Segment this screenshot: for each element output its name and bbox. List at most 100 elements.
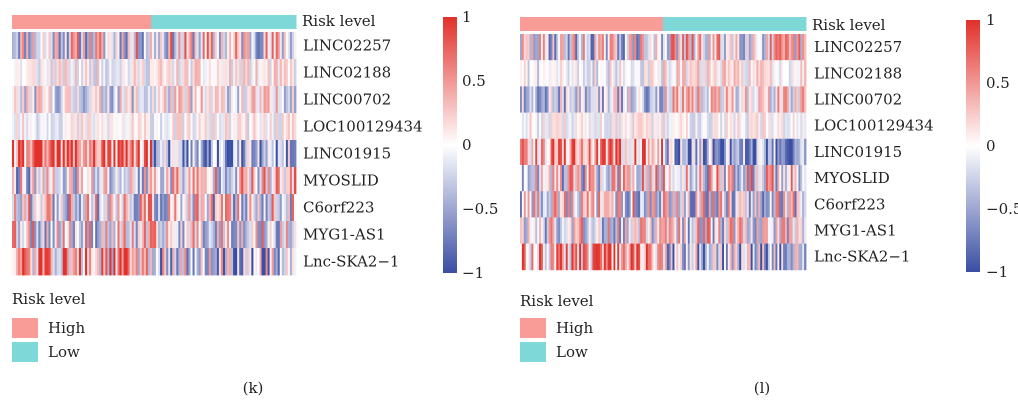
heatmap-cell xyxy=(605,86,609,113)
heatmap-cell xyxy=(657,86,660,113)
heatmap-cell xyxy=(655,86,658,113)
heatmap-cell xyxy=(117,167,120,195)
heatmap-cell xyxy=(166,194,169,222)
heatmap-cell xyxy=(693,165,696,192)
heatmap-cell xyxy=(16,140,19,168)
heatmap-cell xyxy=(231,248,234,276)
heatmap-cell xyxy=(594,60,597,87)
heatmap-cell xyxy=(26,32,29,60)
heatmap-cell xyxy=(26,167,29,195)
heatmap-cell xyxy=(552,165,555,192)
heatmap-cell xyxy=(273,140,277,168)
heatmap-cell xyxy=(119,113,122,141)
heatmap-cell xyxy=(794,217,797,244)
heatmap-cell xyxy=(255,113,258,141)
heatmap-cell xyxy=(775,60,778,87)
heatmap-cell xyxy=(621,60,624,87)
heatmap-cell xyxy=(170,59,173,87)
heatmap-cell xyxy=(87,140,90,168)
heatmap-cell xyxy=(575,191,578,218)
heatmap-cell xyxy=(748,60,752,87)
heatmap-cell xyxy=(760,112,763,140)
heatmap-cell xyxy=(600,243,603,271)
heatmap-cell xyxy=(249,86,252,114)
heatmap-cell xyxy=(771,112,774,140)
heatmap-cell xyxy=(58,248,62,276)
heatmap-cell xyxy=(682,243,685,271)
heatmap-cell xyxy=(590,243,593,271)
heatmap-cell xyxy=(74,32,78,60)
heatmap-cell xyxy=(794,138,797,166)
heatmap-cell xyxy=(170,86,173,114)
heatmap-cell xyxy=(44,59,47,87)
heatmap-cell xyxy=(556,112,559,140)
heatmap-cell xyxy=(208,59,212,87)
heatmap-cell xyxy=(529,60,532,87)
heatmap-cell xyxy=(200,113,204,141)
heatmap-cell xyxy=(567,243,570,271)
heatmap-cell xyxy=(80,248,84,276)
heatmap-cell xyxy=(289,221,293,249)
heatmap-cell xyxy=(281,221,285,249)
heatmap-cell xyxy=(701,34,704,61)
heatmap-cell xyxy=(676,243,679,271)
heatmap-cell xyxy=(202,167,206,195)
heatmap-cell xyxy=(237,113,240,141)
heatmap-cell xyxy=(714,217,717,244)
heatmap-cell xyxy=(706,86,710,113)
colorbar-tick-label: −0.5 xyxy=(462,200,498,218)
heatmap-cell xyxy=(40,113,43,141)
heatmap-cell xyxy=(718,60,721,87)
heatmap-cell xyxy=(760,191,763,218)
heatmap-cell xyxy=(529,217,532,244)
heatmap-cell xyxy=(225,32,228,60)
heatmap-cell xyxy=(265,59,268,87)
heatmap-cell xyxy=(87,86,90,114)
heatmap-cell xyxy=(147,248,151,276)
heatmap-cell xyxy=(259,59,262,87)
heatmap-cell xyxy=(712,86,715,113)
heatmap-cell xyxy=(42,59,45,87)
heatmap-cell xyxy=(285,86,289,114)
heatmap-cell xyxy=(249,248,252,276)
heatmap-cell xyxy=(670,60,673,87)
heatmap-cell xyxy=(277,59,281,87)
heatmap-cell xyxy=(788,165,792,192)
heatmap-cell xyxy=(796,217,799,244)
heatmap-cell xyxy=(643,243,647,271)
heatmap-cell xyxy=(210,86,214,114)
heatmap-cell xyxy=(601,86,605,113)
heatmap-cell xyxy=(149,221,153,249)
heatmap-cell xyxy=(133,113,137,141)
heatmap-cell xyxy=(540,138,544,166)
heatmap-cell xyxy=(630,191,633,218)
heatmap-cell xyxy=(579,165,582,192)
heatmap-cell xyxy=(143,32,147,60)
heatmap-cell xyxy=(687,243,691,271)
heatmap-cell xyxy=(655,191,658,218)
heatmap-cell xyxy=(103,140,106,168)
heatmap-cell xyxy=(594,112,597,140)
heatmap-cell xyxy=(601,112,605,140)
heatmap-cell xyxy=(741,86,744,113)
heatmap-cell xyxy=(62,221,66,249)
heatmap-cell xyxy=(598,60,601,87)
heatmap-cell xyxy=(172,113,175,141)
heatmap-cell xyxy=(273,221,277,249)
heatmap-cell xyxy=(741,60,744,87)
heatmap-cell xyxy=(718,86,721,113)
heatmap-cell xyxy=(682,217,685,244)
heatmap-cell xyxy=(287,194,291,222)
heatmap-cell xyxy=(68,113,72,141)
heatmap-cell xyxy=(253,194,256,222)
heatmap-cell xyxy=(170,248,173,276)
heatmap-cell xyxy=(196,167,200,195)
heatmap-cell xyxy=(727,60,731,87)
heatmap-cell xyxy=(127,86,131,114)
heatmap-cell xyxy=(670,217,673,244)
heatmap-cell xyxy=(220,167,224,195)
heatmap-cell xyxy=(773,86,776,113)
heatmap-cell xyxy=(227,59,230,87)
heatmap-cell xyxy=(558,243,561,271)
heatmap-cell xyxy=(156,59,159,87)
